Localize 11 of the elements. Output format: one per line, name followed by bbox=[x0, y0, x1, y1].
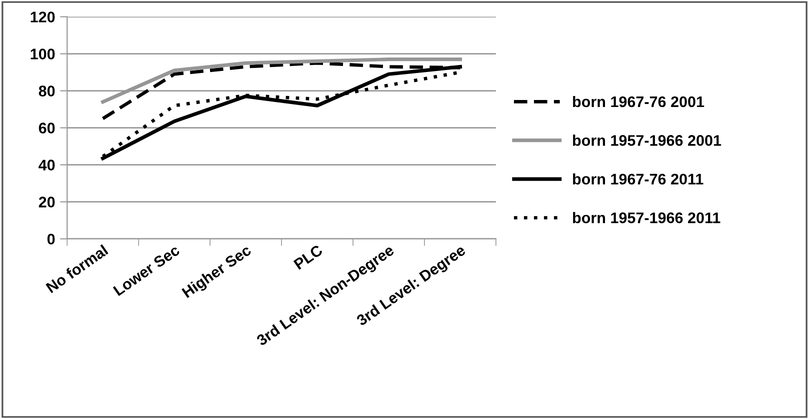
y-tick-label: 120 bbox=[30, 12, 55, 22]
legend-label: born 1967-76 2001 bbox=[573, 96, 704, 108]
legend-label: born 1957-1966 2001 bbox=[573, 134, 722, 146]
legend-label: born 1957-1966 2011 bbox=[573, 212, 720, 224]
y-tick-label: 20 bbox=[38, 196, 55, 208]
y-tick-label: 40 bbox=[38, 160, 55, 170]
legend-label: born 1967-76 2011 bbox=[573, 173, 704, 185]
y-tick-label: 0 bbox=[47, 234, 55, 245]
y-tick-label: 100 bbox=[30, 48, 55, 60]
y-tick-label: 80 bbox=[38, 86, 55, 96]
y-tick-label: 60 bbox=[38, 122, 55, 134]
